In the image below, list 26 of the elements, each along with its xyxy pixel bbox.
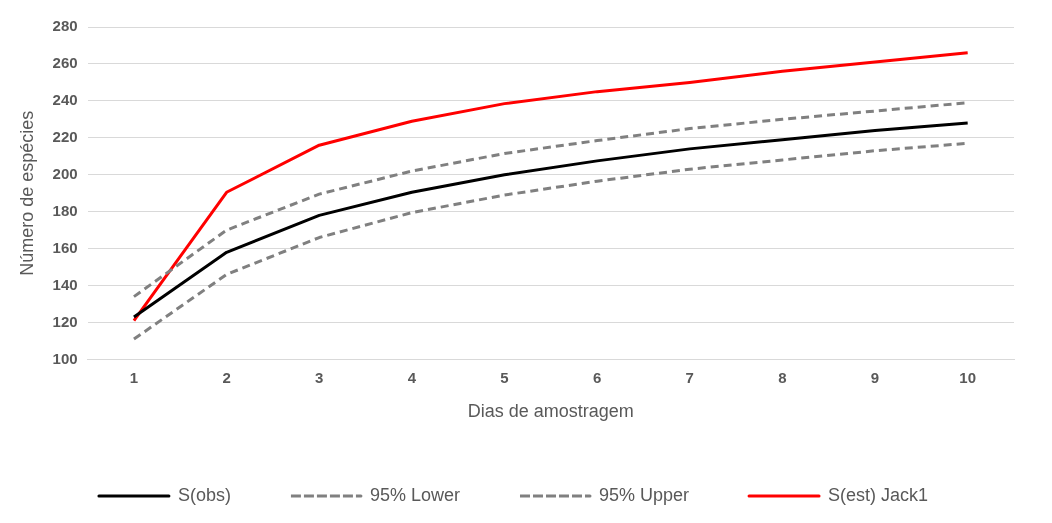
y-tick-label: 240 xyxy=(52,91,78,109)
x-tick-label: 9 xyxy=(870,368,880,386)
x-tick-label: 10 xyxy=(959,368,977,386)
legend-label: S(est) Jack1 xyxy=(828,484,929,505)
y-tick-label: 180 xyxy=(52,201,78,219)
x-tick-label: 3 xyxy=(315,368,324,386)
y-tick-label: 100 xyxy=(52,349,78,367)
y-tick-label: 160 xyxy=(52,238,78,256)
x-tick-label: 1 xyxy=(129,368,139,386)
x-axis-title: Dias de amostragem xyxy=(467,401,634,422)
x-tick-label: 7 xyxy=(685,368,694,386)
y-tick-label: 260 xyxy=(52,54,78,72)
x-tick-label: 4 xyxy=(407,368,417,386)
legend-label: 95% Lower xyxy=(369,484,460,505)
y-tick-label: 220 xyxy=(52,127,78,145)
legend-label: 95% Upper xyxy=(598,484,690,505)
x-tick-label: 5 xyxy=(500,368,509,386)
x-tick-label: 8 xyxy=(778,368,787,386)
x-tick-label: 6 xyxy=(592,368,602,386)
y-tick-label: 140 xyxy=(52,275,78,293)
y-tick-label: 200 xyxy=(52,164,78,182)
legend-label: S(obs) xyxy=(177,484,231,505)
y-tick-label: 120 xyxy=(52,312,78,330)
x-tick-label: 2 xyxy=(222,368,231,386)
y-axis-title: Número de espécies xyxy=(16,110,37,276)
y-tick-label: 280 xyxy=(52,17,78,35)
